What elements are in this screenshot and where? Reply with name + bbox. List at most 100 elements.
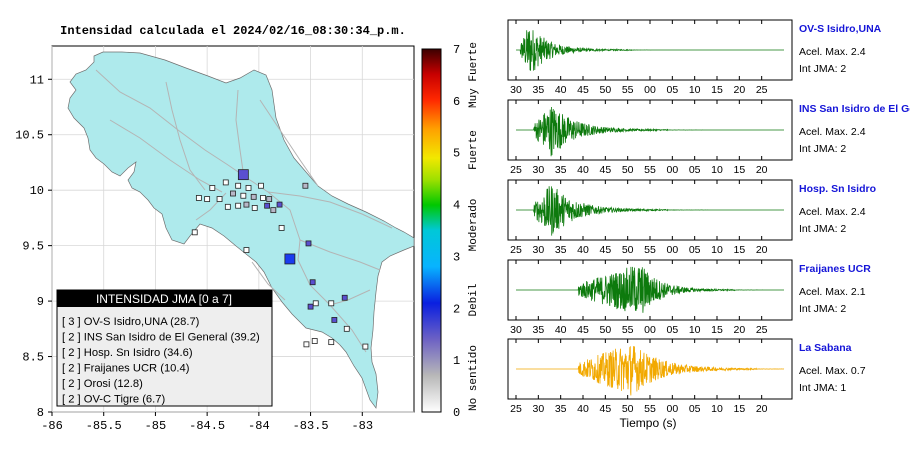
station-marker xyxy=(331,317,338,323)
map-x-tick-label: -83 xyxy=(351,419,373,433)
road-line xyxy=(329,289,371,306)
seismogram-panel: 25 30 35 40 45 50 55 00 05 10 15 20 La Sabana Acel. M… xyxy=(507,338,866,415)
colorbar-ticks: 0 1 2 3 4 5 6 7 xyxy=(453,43,460,420)
seismogram-tick-label: 05 xyxy=(689,164,701,176)
seismogram-tick-label: 25 xyxy=(510,244,522,256)
seismogram-tick-label: 05 xyxy=(666,84,678,96)
station-marker xyxy=(284,253,296,265)
station-marker xyxy=(305,240,312,247)
station-marker xyxy=(278,224,285,231)
road-line xyxy=(109,119,223,193)
seismogram-tick-label: 10 xyxy=(711,403,723,415)
seismogram-int-jma: Int JMA: 2 xyxy=(799,143,846,155)
seismogram-tick-label: 25 xyxy=(756,84,768,96)
seismogram-station-name: La Sabana xyxy=(799,342,852,354)
road-line xyxy=(165,81,206,191)
map-title: Intensidad calculada el 2024/02/16_08:30… xyxy=(60,24,406,38)
seismogram-tick-label: 00 xyxy=(644,324,656,336)
seismogram-tick-label: 50 xyxy=(622,403,634,415)
station-marker xyxy=(216,196,223,202)
station-marker xyxy=(222,179,229,186)
legend-item: [ 3 ] OV-S Isidro,UNA (28.7) xyxy=(62,316,200,328)
seismogram-int-jma: Int JMA: 1 xyxy=(799,382,846,394)
colorbar-tick-label: 3 xyxy=(453,250,460,264)
seismogram-tick-label: 20 xyxy=(756,164,768,176)
seismogram-accel-max: Acel. Max. 2.4 xyxy=(799,206,866,218)
seismogram-trace xyxy=(516,346,785,396)
seismogram-tick-label: 55 xyxy=(644,164,656,176)
station-marker xyxy=(264,202,271,209)
seismogram-tick-label: 40 xyxy=(555,324,567,336)
station-marker xyxy=(209,185,216,191)
colorbar-tick-label: 1 xyxy=(453,354,460,368)
seismogram-tick-label: 50 xyxy=(622,244,634,256)
seismogram-tick-label: 35 xyxy=(532,324,544,336)
time-axis-label: Tiempo (s) xyxy=(620,416,677,430)
seismogram-accel-max: Acel. Max. 2.4 xyxy=(799,46,866,58)
station-marker xyxy=(191,229,198,236)
seismogram-tick-label: 20 xyxy=(733,84,745,96)
road-line xyxy=(235,89,245,179)
station-marker xyxy=(230,190,236,197)
station-marker xyxy=(303,341,310,348)
colorbar-tick-label: 4 xyxy=(453,199,460,213)
seismogram-tick-label: 40 xyxy=(577,403,589,415)
intensity-legend: INTENSIDAD JMA [0 a 7] [ 3 ] OV-S Isidro… xyxy=(56,289,273,407)
map-y-tick-label: 8 xyxy=(37,406,44,420)
seismogram-tick-label: 45 xyxy=(577,84,589,96)
seismogram-station-name: Fraijanes UCR xyxy=(799,263,871,275)
station-marker xyxy=(243,201,250,208)
seismogram-tick-label: 00 xyxy=(666,403,678,415)
legend-item: [ 2 ] OV-C Tigre (6.7) xyxy=(62,394,165,406)
seismogram-int-jma: Int JMA: 2 xyxy=(799,223,846,235)
seismogram-tick-label: 40 xyxy=(577,244,589,256)
map-x-tick-label: -83.5 xyxy=(293,419,329,433)
station-marker xyxy=(309,279,316,286)
map-y-tick-label: 10.5 xyxy=(15,129,44,143)
seismogram-tick-label: 20 xyxy=(756,244,768,256)
seismogram-panel: 30 35 40 45 50 55 00 05 10 15 20 25 OV-S Isidro,UNA A… xyxy=(507,19,882,96)
map-x-tick-label: -84.5 xyxy=(189,419,225,433)
colorbar-category-label: No sentido xyxy=(468,345,480,411)
colorbar-category-label: Muy Fuerte xyxy=(468,42,480,108)
seismogram-tick-label: 30 xyxy=(532,244,544,256)
station-marker xyxy=(195,195,202,201)
station-marker xyxy=(224,203,231,210)
station-marker xyxy=(258,182,264,189)
colorbar-category-label: Moderado xyxy=(468,199,480,252)
seismogram-tick-label: 10 xyxy=(711,164,723,176)
seismogram-tick-label: 10 xyxy=(689,84,701,96)
colorbar-tick-label: 7 xyxy=(453,43,460,57)
seismogram-accel-max: Acel. Max. 0.7 xyxy=(799,365,866,377)
seismogram-tick-label: 15 xyxy=(733,403,745,415)
map-x-tick-label: -85 xyxy=(145,419,167,433)
map-x-tick-label: -84 xyxy=(248,419,270,433)
station-marker xyxy=(302,182,309,189)
seismogram-station-name: INS San Isidro de El Ge xyxy=(799,103,910,115)
colorbar-tick-label: 6 xyxy=(453,95,460,109)
seismogram-tick-label: 15 xyxy=(733,164,745,176)
legend-items: [ 3 ] OV-S Isidro,UNA (28.7) [ 2 ] INS Sa… xyxy=(62,316,260,406)
road-line xyxy=(251,261,286,301)
map-y-tick-label: 10 xyxy=(30,184,44,198)
station-marker xyxy=(307,303,314,310)
costa-rica-land xyxy=(67,51,415,409)
map-y-tick-label: 9.5 xyxy=(22,240,44,254)
seismogram-tick-label: 45 xyxy=(599,403,611,415)
seismogram-tick-label: 10 xyxy=(689,324,701,336)
seismogram-tick-label: 30 xyxy=(510,324,522,336)
seismogram-tick-label: 25 xyxy=(510,403,522,415)
seismogram-tick-label: 30 xyxy=(532,164,544,176)
seismogram-tick-label: 40 xyxy=(577,164,589,176)
seismogram-tick-label: 30 xyxy=(510,84,522,96)
road-line xyxy=(299,239,381,271)
seismogram-tick-label: 15 xyxy=(711,84,723,96)
colorbar: 0 1 2 3 4 5 6 7 No sentido Debil Moderado Fuerte Mu… xyxy=(421,42,480,420)
seismogram-tick-label: 00 xyxy=(666,164,678,176)
seismogram-tick-label: 05 xyxy=(666,324,678,336)
seismogram-trace xyxy=(516,266,784,313)
seismogram-tick-label: 00 xyxy=(666,244,678,256)
seismogram-panel: 25 30 35 40 45 50 55 00 05 10 15 20 INS San Isidro d… xyxy=(507,99,910,176)
colorbar-tick-label: 2 xyxy=(453,302,460,316)
